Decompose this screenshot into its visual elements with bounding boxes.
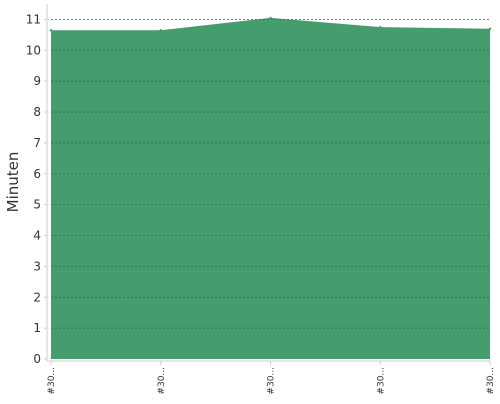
y-tick-label: 8 bbox=[33, 105, 41, 119]
data-point bbox=[269, 16, 272, 20]
y-ticks: 0 1 2 3 4 5 6 7 8 9 10 11 bbox=[26, 12, 47, 366]
data-point bbox=[379, 25, 382, 29]
data-point bbox=[159, 29, 162, 32]
x-tick-label: #30... bbox=[157, 367, 167, 395]
axes bbox=[46, 4, 490, 362]
y-tick-label: 11 bbox=[26, 12, 41, 26]
y-axis-label: Minuten bbox=[4, 152, 22, 213]
y-tick-label: 9 bbox=[33, 74, 41, 88]
y-tick-label: 6 bbox=[33, 167, 41, 181]
x-tick-label: #30... bbox=[376, 367, 386, 395]
y-tick-label: 10 bbox=[26, 43, 41, 57]
gridlines bbox=[51, 19, 490, 329]
area-fill bbox=[51, 17, 490, 360]
y-tick-label: 2 bbox=[33, 290, 41, 304]
x-tick-label: #30... bbox=[267, 367, 277, 395]
y-tick-label: 3 bbox=[33, 259, 41, 273]
data-point bbox=[49, 29, 53, 32]
y-tick-label: 1 bbox=[33, 321, 41, 335]
data-point bbox=[488, 27, 492, 30]
y-tick-label: 0 bbox=[33, 352, 41, 366]
y-tick-label: 7 bbox=[33, 136, 41, 150]
x-ticks: #30... #30... #30... #30... #30... bbox=[47, 361, 496, 395]
x-tick-label: #30... bbox=[486, 367, 496, 395]
y-tick-label: 4 bbox=[33, 229, 41, 243]
x-tick-label: #30... bbox=[47, 367, 57, 395]
area-series-group bbox=[49, 16, 492, 360]
y-tick-label: 5 bbox=[33, 198, 41, 212]
